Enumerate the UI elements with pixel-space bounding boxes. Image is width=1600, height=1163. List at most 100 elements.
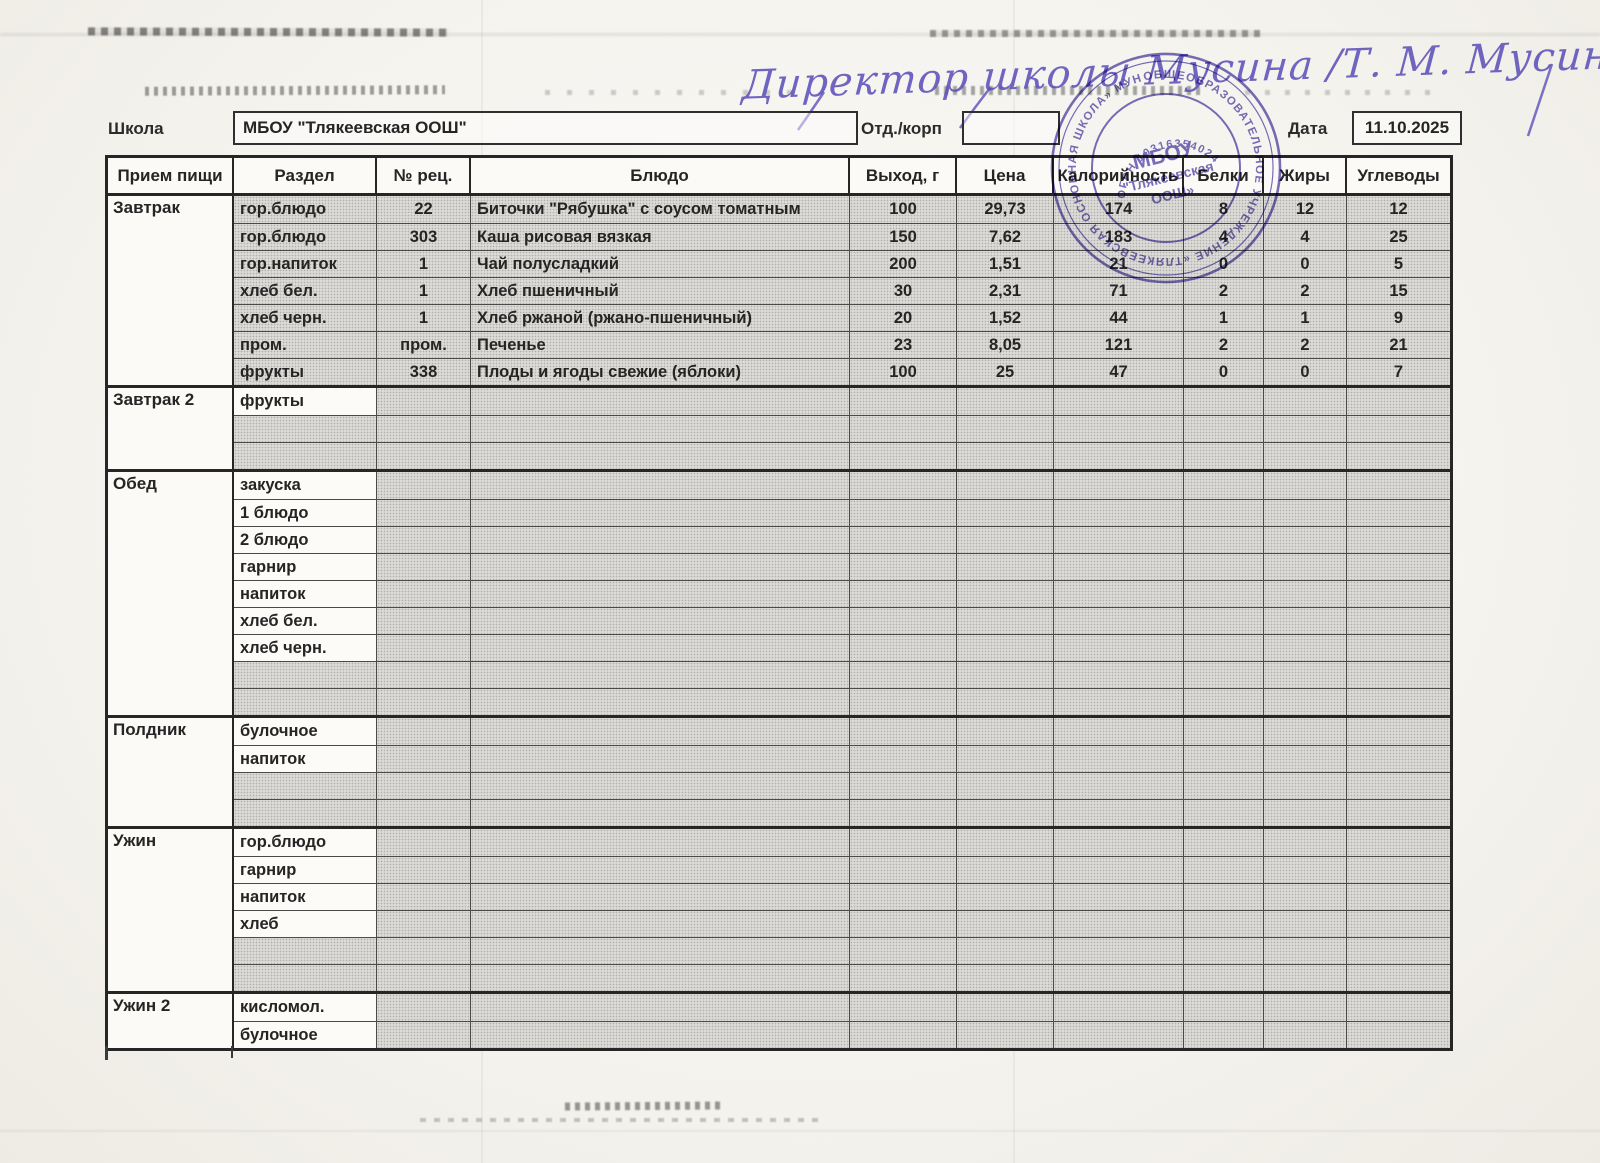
cell-out bbox=[850, 965, 957, 991]
table-row: гор.блюдо 22 Биточки "Рябушка" с соусом то… bbox=[234, 196, 1450, 223]
cell-carbs bbox=[1347, 662, 1450, 688]
cell-razdel: пром. bbox=[234, 332, 377, 358]
cell-protein bbox=[1184, 857, 1264, 883]
cell-out bbox=[850, 635, 957, 661]
cell-price bbox=[957, 746, 1054, 772]
cell-price bbox=[957, 800, 1054, 826]
cell-dish bbox=[471, 1022, 850, 1048]
cell-kcal bbox=[1054, 388, 1184, 415]
cell-num bbox=[377, 500, 471, 526]
cell-dish: Хлеб ржаной (ржано-пшеничный) bbox=[471, 305, 850, 331]
cell-fat bbox=[1264, 773, 1347, 799]
cell-price bbox=[957, 884, 1054, 910]
cell-price bbox=[957, 857, 1054, 883]
cell-out bbox=[850, 581, 957, 607]
table-row: фрукты bbox=[234, 388, 1450, 415]
cell-out bbox=[850, 689, 957, 715]
cell-razdel: хлеб bbox=[234, 911, 377, 937]
cell-num bbox=[377, 829, 471, 856]
dept-value-box bbox=[962, 111, 1060, 145]
cell-fat: 4 bbox=[1264, 224, 1347, 250]
cell-kcal bbox=[1054, 635, 1184, 661]
cell-protein bbox=[1184, 746, 1264, 772]
cell-num bbox=[377, 884, 471, 910]
cell-out bbox=[850, 1022, 957, 1048]
cell-fat bbox=[1264, 994, 1347, 1021]
table-row: гор.блюдо bbox=[234, 829, 1450, 856]
cell-num bbox=[377, 527, 471, 553]
cell-razdel: 2 блюдо bbox=[234, 527, 377, 553]
cell-out bbox=[850, 718, 957, 745]
cell-carbs bbox=[1347, 911, 1450, 937]
cell-razdel: булочное bbox=[234, 1022, 377, 1048]
cell-razdel bbox=[234, 938, 377, 964]
column-header: Раздел bbox=[234, 158, 377, 193]
cell-dish: Каша рисовая вязкая bbox=[471, 224, 850, 250]
column-header: Углеводы bbox=[1357, 165, 1440, 185]
cell-fat bbox=[1264, 527, 1347, 553]
cell-num bbox=[377, 965, 471, 991]
scan-artifact-bottom bbox=[420, 1118, 820, 1122]
cell-num bbox=[377, 746, 471, 772]
cell-dish bbox=[471, 443, 850, 469]
cell-razdel: хлеб черн. bbox=[234, 635, 377, 661]
cell-carbs bbox=[1347, 416, 1450, 442]
cell-dish bbox=[471, 911, 850, 937]
column-header: Калорийность bbox=[1054, 158, 1184, 193]
cell-price bbox=[957, 1022, 1054, 1048]
cell-protein bbox=[1184, 416, 1264, 442]
cell-out bbox=[850, 994, 957, 1021]
cell-fat bbox=[1264, 500, 1347, 526]
cell-price: 1,52 bbox=[957, 305, 1054, 331]
table-header-row: Прием пищи Раздел № рец. Блюдо Выход, г Цена К… bbox=[108, 158, 1450, 196]
meal-rows: кисломол. булочное bbox=[234, 994, 1450, 1048]
cell-dish bbox=[471, 938, 850, 964]
cell-fat bbox=[1264, 472, 1347, 499]
cell-carbs bbox=[1347, 800, 1450, 826]
table-row: гор.напиток 1 Чай полусладкий 200 1,51 21 0 0 5 bbox=[234, 250, 1450, 277]
cell-razdel bbox=[234, 689, 377, 715]
cell-num bbox=[377, 662, 471, 688]
scan-artifact-top bbox=[87, 27, 449, 37]
cell-price bbox=[957, 829, 1054, 856]
cell-dish bbox=[471, 581, 850, 607]
cell-fat bbox=[1264, 857, 1347, 883]
table-row: закуска bbox=[234, 472, 1450, 499]
table-row: хлеб черн. bbox=[234, 634, 1450, 661]
cell-price bbox=[957, 635, 1054, 661]
cell-price bbox=[957, 500, 1054, 526]
cell-kcal: 174 bbox=[1054, 196, 1184, 223]
cell-carbs bbox=[1347, 608, 1450, 634]
cell-protein: 2 bbox=[1184, 278, 1264, 304]
cell-dish bbox=[471, 662, 850, 688]
cell-dish bbox=[471, 635, 850, 661]
cell-fat bbox=[1264, 388, 1347, 415]
cell-carbs bbox=[1347, 554, 1450, 580]
cell-num bbox=[377, 388, 471, 415]
table-row: кисломол. bbox=[234, 994, 1450, 1021]
table-row bbox=[234, 688, 1450, 715]
cell-razdel: 1 блюдо bbox=[234, 500, 377, 526]
cell-dish bbox=[471, 857, 850, 883]
cell-protein bbox=[1184, 662, 1264, 688]
cell-carbs: 5 bbox=[1347, 251, 1450, 277]
cell-razdel bbox=[234, 443, 377, 469]
cell-num: 303 bbox=[377, 224, 471, 250]
cell-kcal: 71 bbox=[1054, 278, 1184, 304]
meal-section: Завтрак 2 фрукты bbox=[108, 385, 1450, 469]
cell-price: 29,73 bbox=[957, 196, 1054, 223]
school-label: Школа bbox=[108, 119, 164, 138]
cell-kcal bbox=[1054, 829, 1184, 856]
table-row: пром. пром. Печенье 23 8,05 121 2 2 21 bbox=[234, 331, 1450, 358]
meal-section: Ужин 2 кисломол. булочное bbox=[108, 991, 1450, 1048]
cell-carbs bbox=[1347, 527, 1450, 553]
table-row bbox=[234, 442, 1450, 469]
cell-fat bbox=[1264, 746, 1347, 772]
cell-out bbox=[850, 527, 957, 553]
cell-out bbox=[850, 554, 957, 580]
cell-kcal bbox=[1054, 773, 1184, 799]
cell-kcal bbox=[1054, 662, 1184, 688]
cell-protein: 0 bbox=[1184, 359, 1264, 385]
cell-razdel: хлеб бел. bbox=[234, 278, 377, 304]
cell-carbs bbox=[1347, 689, 1450, 715]
